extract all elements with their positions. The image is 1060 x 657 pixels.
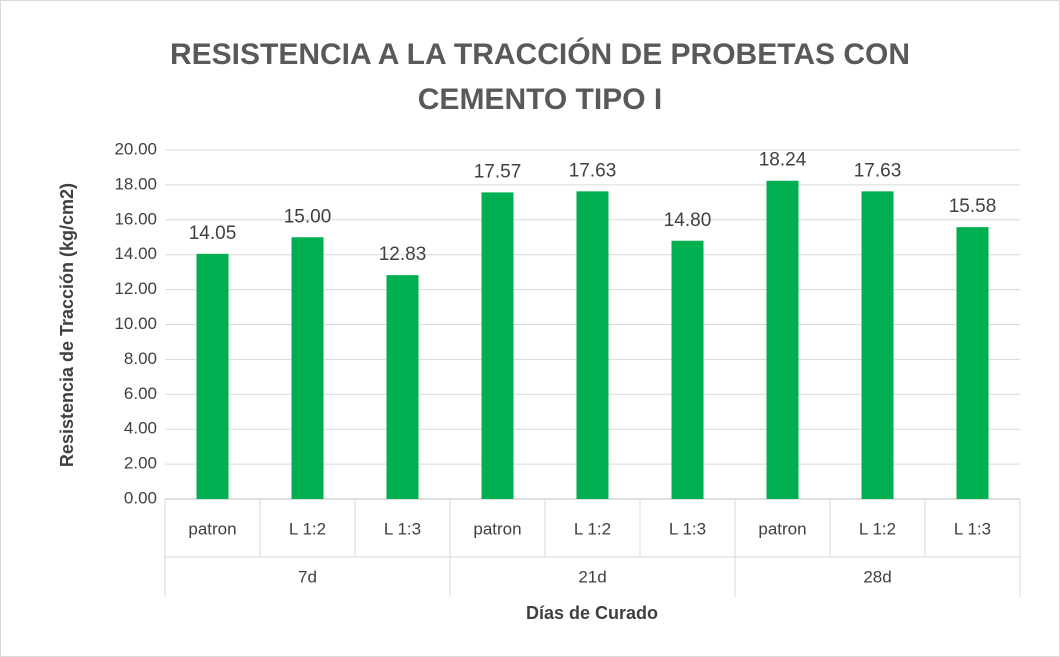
y-tick-label: 12.00 xyxy=(114,279,157,298)
y-tick-label: 16.00 xyxy=(114,209,157,228)
x-tick-label: patron xyxy=(188,519,236,538)
y-tick-label: 10.00 xyxy=(114,314,157,333)
x-tick-label: L 1:3 xyxy=(954,519,991,538)
bar xyxy=(861,191,894,499)
bar xyxy=(671,240,704,500)
group-label: 21d xyxy=(578,567,606,586)
x-tick-label: patron xyxy=(758,519,806,538)
bar xyxy=(481,192,514,499)
group-label: 7d xyxy=(298,567,317,586)
bar xyxy=(291,237,324,499)
y-tick-label: 14.00 xyxy=(114,244,157,263)
data-label: 12.83 xyxy=(379,244,427,265)
x-tick-label: patron xyxy=(473,519,521,538)
y-tick-label: 6.00 xyxy=(124,384,157,403)
bar xyxy=(766,180,799,499)
y-tick-label: 18.00 xyxy=(114,174,157,193)
y-tick-label: 4.00 xyxy=(124,419,157,438)
data-label: 18.24 xyxy=(759,150,807,171)
bar xyxy=(956,227,989,499)
data-label: 15.58 xyxy=(949,196,997,217)
data-label: 17.63 xyxy=(569,160,617,181)
bar xyxy=(576,191,609,499)
y-tick-label: 20.00 xyxy=(114,139,157,158)
chart-title: CEMENTO TIPO I xyxy=(418,83,662,116)
y-tick-label: 8.00 xyxy=(124,349,157,368)
x-tick-label: L 1:3 xyxy=(669,519,706,538)
x-tick-label: L 1:2 xyxy=(574,519,611,538)
y-axis-title: Resistencia de Tracción (kg/cm2) xyxy=(57,183,77,467)
chart-title: RESISTENCIA A LA TRACCIÓN DE PROBETAS CO… xyxy=(170,37,910,71)
x-tick-label: L 1:3 xyxy=(384,519,421,538)
bar xyxy=(196,253,229,499)
group-label: 28d xyxy=(863,567,891,586)
x-tick-label: L 1:2 xyxy=(289,519,326,538)
y-tick-label: 2.00 xyxy=(124,454,157,473)
y-tick-label: 0.00 xyxy=(124,488,157,507)
data-label: 14.80 xyxy=(664,210,712,231)
data-label: 17.57 xyxy=(474,161,522,182)
data-label: 15.00 xyxy=(284,206,332,227)
x-tick-label: L 1:2 xyxy=(859,519,896,538)
bar xyxy=(386,275,419,499)
data-label: 17.63 xyxy=(854,160,902,181)
data-label: 14.05 xyxy=(189,223,237,244)
x-axis-title: Días de Curado xyxy=(526,603,658,623)
